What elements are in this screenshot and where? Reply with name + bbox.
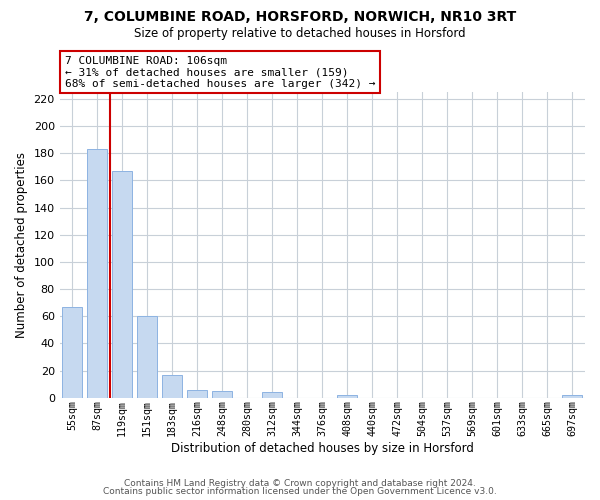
Bar bbox=[137, 316, 157, 398]
Text: 7, COLUMBINE ROAD, HORSFORD, NORWICH, NR10 3RT: 7, COLUMBINE ROAD, HORSFORD, NORWICH, NR… bbox=[84, 10, 516, 24]
Bar bbox=[212, 391, 232, 398]
X-axis label: Distribution of detached houses by size in Horsford: Distribution of detached houses by size … bbox=[171, 442, 474, 455]
Bar bbox=[262, 392, 283, 398]
Bar bbox=[162, 374, 182, 398]
Bar bbox=[62, 306, 82, 398]
Text: Contains public sector information licensed under the Open Government Licence v3: Contains public sector information licen… bbox=[103, 487, 497, 496]
Bar bbox=[562, 395, 583, 398]
Bar bbox=[187, 390, 207, 398]
Text: Size of property relative to detached houses in Horsford: Size of property relative to detached ho… bbox=[134, 28, 466, 40]
Text: 7 COLUMBINE ROAD: 106sqm
← 31% of detached houses are smaller (159)
68% of semi-: 7 COLUMBINE ROAD: 106sqm ← 31% of detach… bbox=[65, 56, 376, 89]
Bar bbox=[337, 395, 358, 398]
Bar bbox=[112, 171, 132, 398]
Text: Contains HM Land Registry data © Crown copyright and database right 2024.: Contains HM Land Registry data © Crown c… bbox=[124, 478, 476, 488]
Bar bbox=[87, 149, 107, 398]
Y-axis label: Number of detached properties: Number of detached properties bbox=[15, 152, 28, 338]
